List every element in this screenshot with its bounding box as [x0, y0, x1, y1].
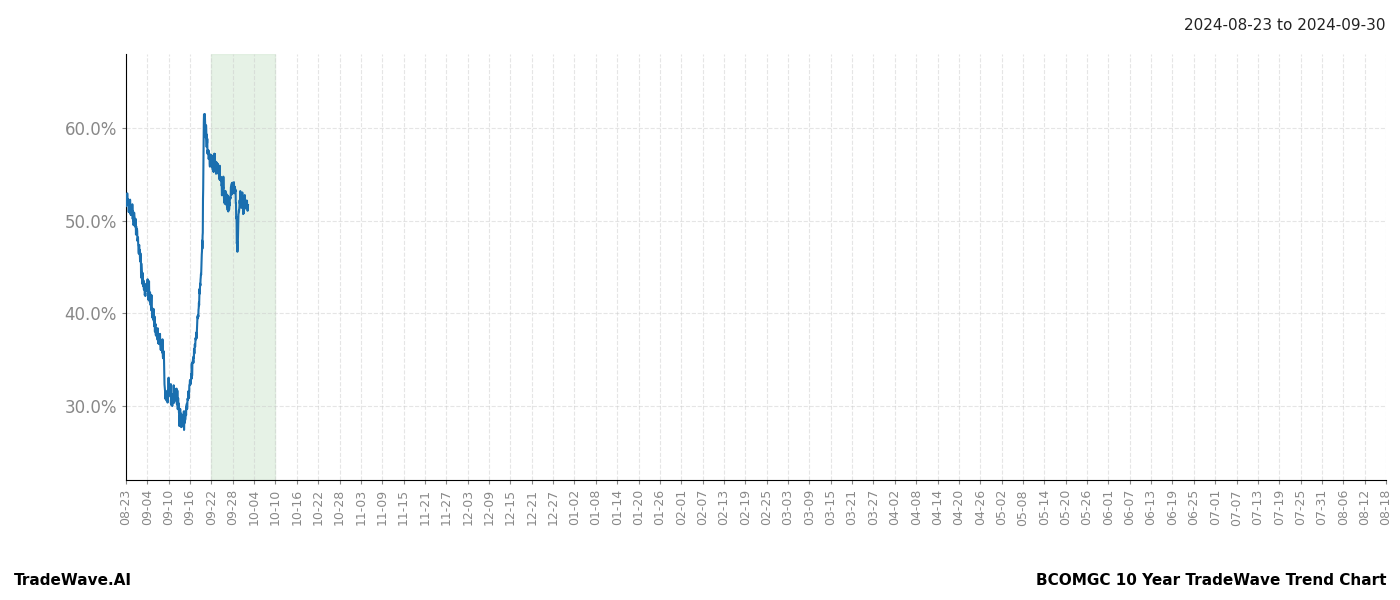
Text: 2024-08-23 to 2024-09-30: 2024-08-23 to 2024-09-30: [1184, 18, 1386, 33]
Text: BCOMGC 10 Year TradeWave Trend Chart: BCOMGC 10 Year TradeWave Trend Chart: [1036, 573, 1386, 588]
Text: TradeWave.AI: TradeWave.AI: [14, 573, 132, 588]
Bar: [211, 54, 276, 480]
